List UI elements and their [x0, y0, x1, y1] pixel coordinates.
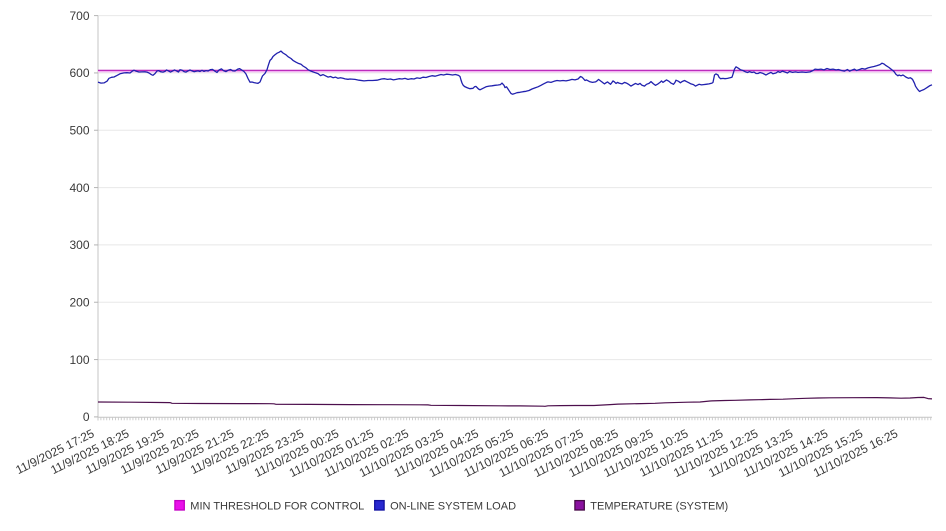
svg-text:MIN THRESHOLD FOR CONTROL: MIN THRESHOLD FOR CONTROL [190, 500, 364, 512]
svg-text:700: 700 [69, 9, 89, 23]
svg-text:ON-LINE SYSTEM LOAD: ON-LINE SYSTEM LOAD [390, 500, 516, 512]
svg-text:200: 200 [69, 296, 89, 310]
svg-text:500: 500 [69, 124, 89, 138]
svg-text:300: 300 [69, 238, 89, 252]
svg-text:400: 400 [69, 181, 89, 195]
svg-text:0: 0 [83, 410, 90, 424]
svg-text:100: 100 [69, 353, 89, 367]
svg-text:600: 600 [69, 66, 89, 80]
svg-text:TEMPERATURE (SYSTEM): TEMPERATURE (SYSTEM) [590, 500, 728, 512]
